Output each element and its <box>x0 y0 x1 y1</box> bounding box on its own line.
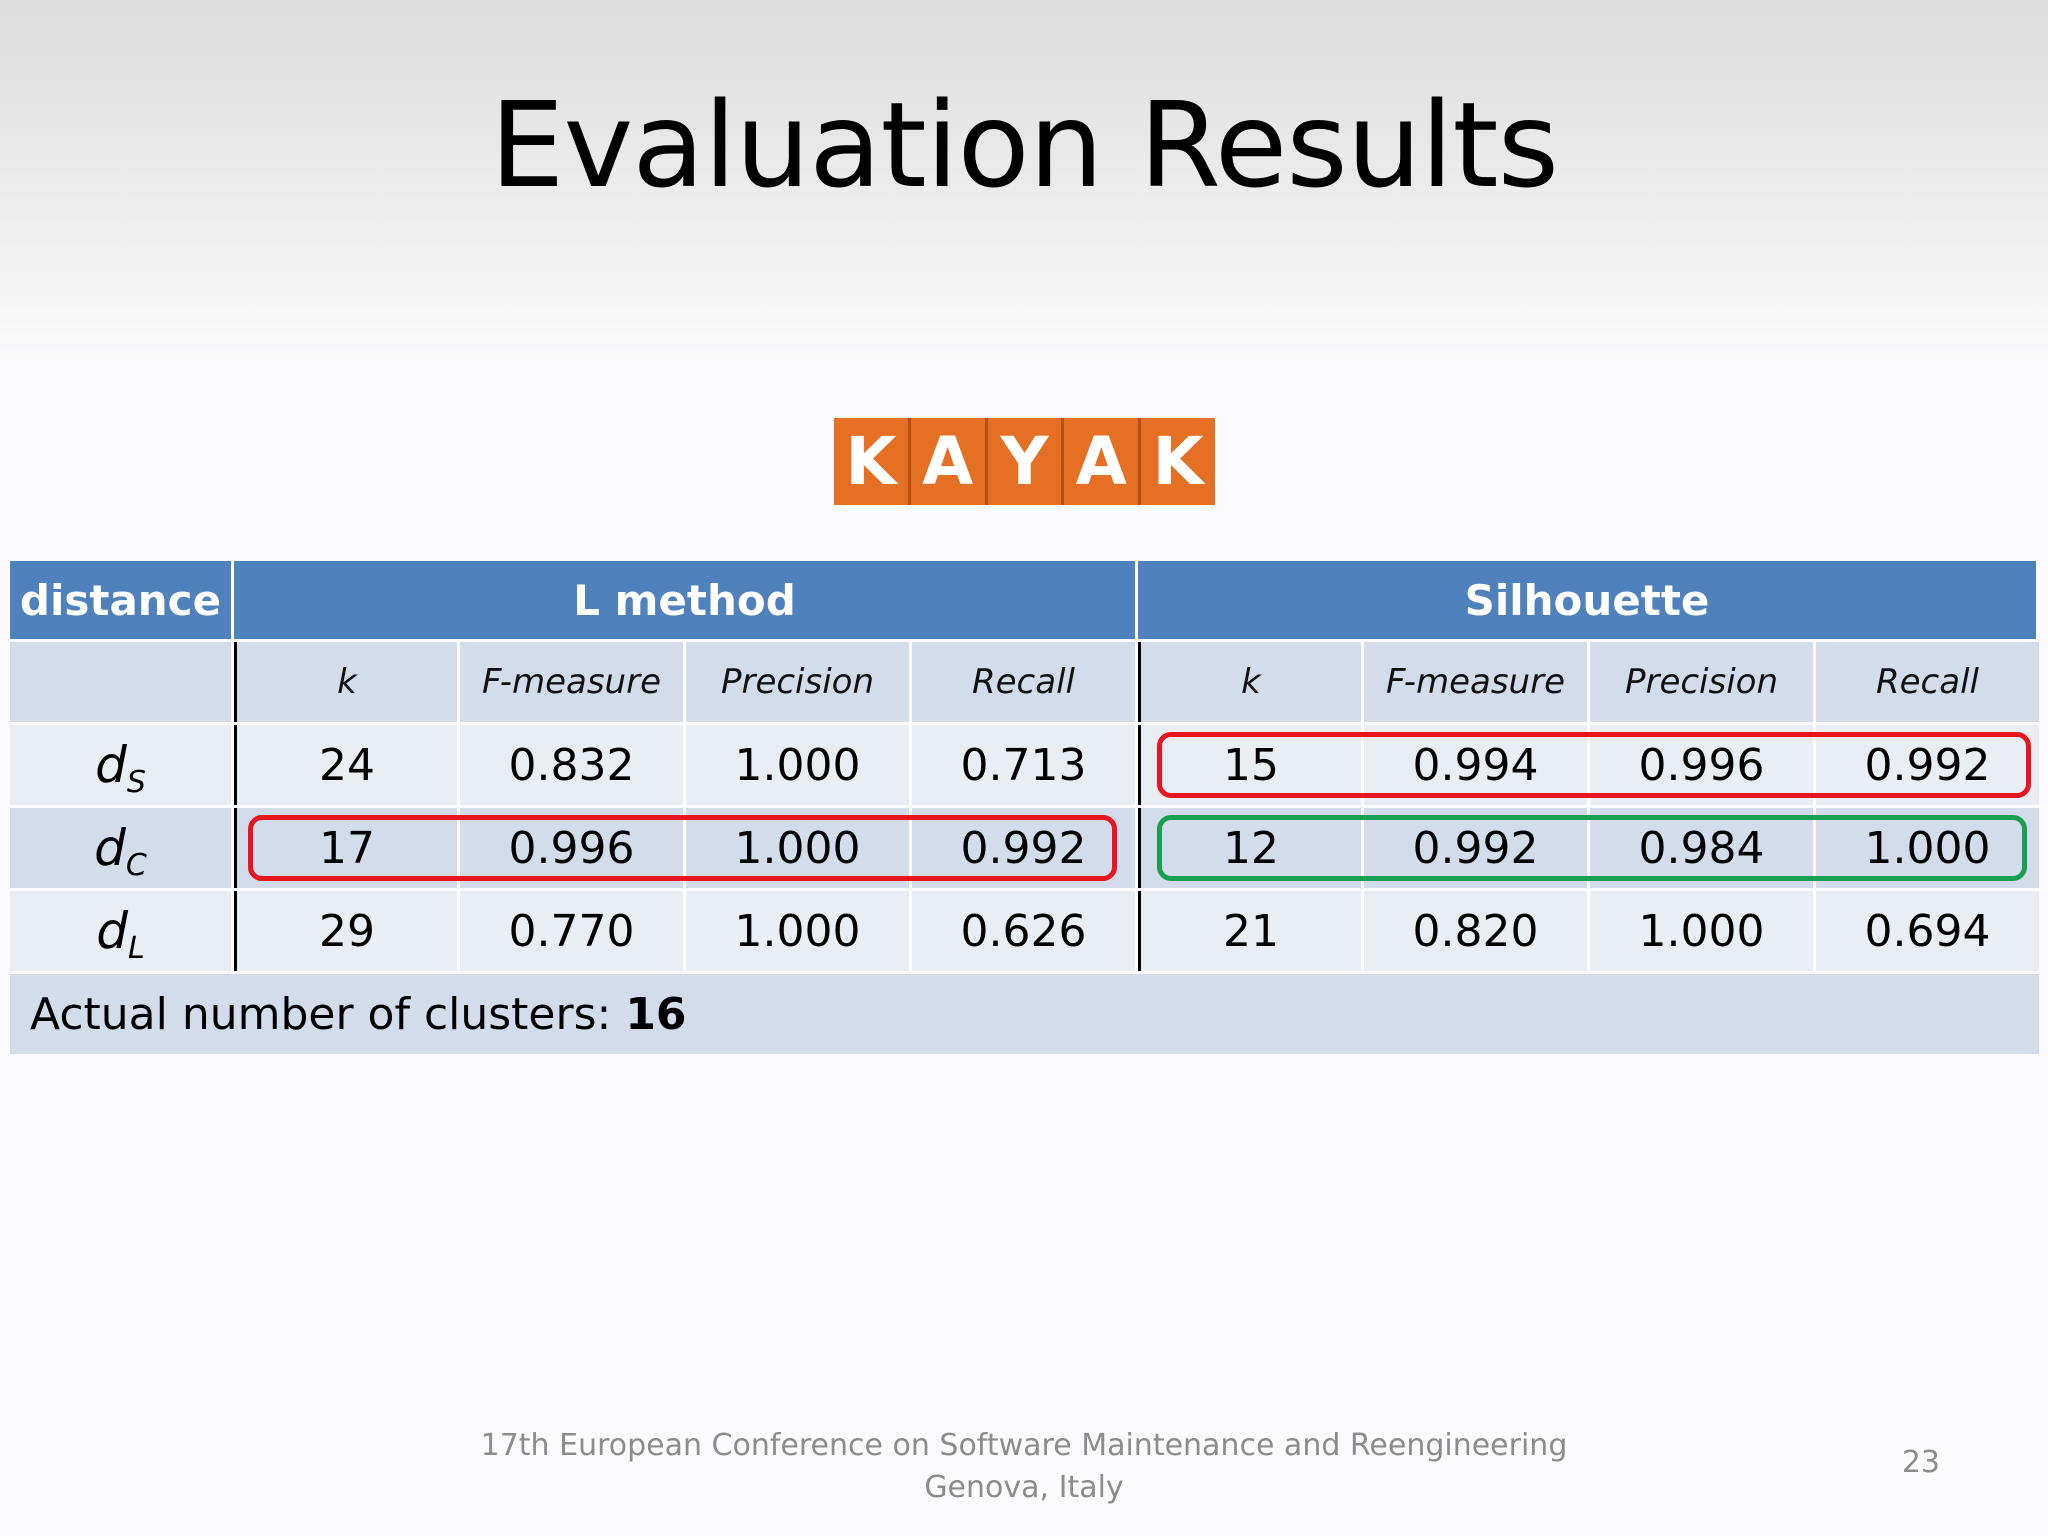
subheader-cell: Recall <box>912 642 1138 722</box>
table-cell: 0.626 <box>912 891 1138 971</box>
table-cell: 0.713 <box>912 725 1138 805</box>
slide-title: Evaluation Results <box>489 76 1559 214</box>
table-cell: 0.820 <box>1364 891 1590 971</box>
logo-letter: K <box>834 418 911 505</box>
conference-name: 17th European Conference on Software Mai… <box>480 1428 1568 1463</box>
table-cell: 0.694 <box>1864 905 1991 957</box>
header-silhouette: Silhouette <box>1138 561 2039 639</box>
table-cell: 0.832 <box>460 725 686 805</box>
logo-letter: A <box>1064 418 1142 505</box>
table-cell: 24 <box>234 725 460 805</box>
logo-letter: K <box>1152 423 1204 500</box>
kayak-logo: K A Y A K <box>834 418 1215 505</box>
subheader-empty <box>10 642 234 722</box>
subheader-cell: Precision <box>1590 642 1816 722</box>
conference-footer: 17th European Conference on Software Mai… <box>0 1425 2048 1509</box>
table-subheader-row: k F-measure Precision Recall k F-measure… <box>10 642 2039 722</box>
table-footer-row: Actual number of clusters: 16 <box>10 974 2039 1054</box>
row-label: dC <box>10 808 234 888</box>
table-cell: 29 <box>234 891 460 971</box>
conference-location: Genova, Italy <box>924 1470 1124 1505</box>
table-cell: 0.994 <box>1364 725 1590 805</box>
table-cell: 0.992 <box>1864 739 1991 791</box>
table-cell: 0.984 <box>1590 808 1816 888</box>
actual-clusters: Actual number of clusters: 16 <box>10 974 2039 1054</box>
table-cell: 1.000 <box>686 891 912 971</box>
table-cell: 15 <box>1138 725 1364 805</box>
subheader-cell: Recall <box>1876 662 1979 702</box>
table-cell: 0.996 <box>1590 725 1816 805</box>
actual-clusters-value: 16 <box>625 988 687 1040</box>
table-cell: 1.000 <box>1864 822 1991 874</box>
header-distance: distance <box>10 561 234 639</box>
header-l-method: L method <box>234 561 1138 639</box>
table-cell: 0.992 <box>1364 808 1590 888</box>
subheader-cell: F-measure <box>460 642 686 722</box>
table-row: dC 17 0.996 1.000 0.992 12 0.992 0.984 1… <box>10 808 2039 888</box>
logo-letter: Y <box>988 418 1065 505</box>
logo-letter: A <box>911 418 988 505</box>
table-cell: 21 <box>1138 891 1364 971</box>
table-row: dS 24 0.832 1.000 0.713 15 0.994 0.996 0… <box>10 725 2039 805</box>
table-cell: 0.996 <box>460 808 686 888</box>
table-header-row: distance L method Silhouette <box>10 561 2039 639</box>
subheader-cell: Precision <box>686 642 912 722</box>
table-cell: 12 <box>1138 808 1364 888</box>
table-cell: 17 <box>234 808 460 888</box>
table-cell: 1.000 <box>686 808 912 888</box>
table-cell: 0.992 <box>912 808 1138 888</box>
subheader-cell: k <box>1138 642 1364 722</box>
row-label: dL <box>10 891 234 971</box>
subheader-cell: F-measure <box>1364 642 1590 722</box>
table-cell: 0.770 <box>460 891 686 971</box>
actual-clusters-label: Actual number of clusters: <box>30 988 626 1040</box>
row-label: dS <box>10 725 234 805</box>
subheader-cell: k <box>234 642 460 722</box>
table-row: dL 29 0.770 1.000 0.626 21 0.820 1.000 0… <box>10 891 2039 971</box>
table-cell: 1.000 <box>686 725 912 805</box>
table-cell: 1.000 <box>1590 891 1816 971</box>
page-number: 23 <box>1901 1445 1940 1480</box>
